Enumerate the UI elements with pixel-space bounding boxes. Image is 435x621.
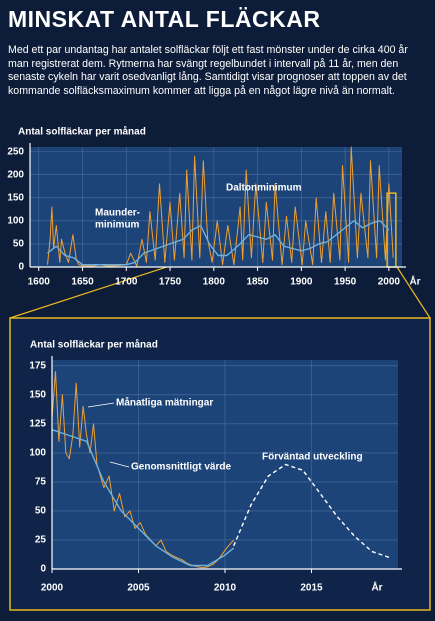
y-tick-label: 200 xyxy=(7,169,24,180)
x-tick-label: 1850 xyxy=(246,277,269,288)
y-axis-label: Antal solfläckar per månad xyxy=(18,126,146,138)
x-tick-label: 2005 xyxy=(127,583,150,594)
annotation: Genomsnittligt värde xyxy=(131,462,231,473)
annotation: Daltonminimum xyxy=(226,183,302,194)
plot-area xyxy=(30,147,402,267)
series-line xyxy=(51,429,235,567)
series-line xyxy=(233,463,390,559)
title: MINSKAT ANTAL FLÄCKAR xyxy=(8,6,321,32)
y-tick-label: 25 xyxy=(35,535,47,546)
y-tick-label: 125 xyxy=(29,419,46,430)
x-tick-label: 1600 xyxy=(28,277,51,288)
x-axis-label: År xyxy=(371,581,382,594)
intro-text: Med ett par undantag har antalet solfläc… xyxy=(8,44,408,97)
annotation: Förväntad utveckling xyxy=(262,452,363,463)
x-tick-label: 2015 xyxy=(300,583,323,594)
y-tick-label: 75 xyxy=(35,477,47,488)
y-tick-label: 50 xyxy=(35,506,47,517)
annotation: minimum xyxy=(95,220,140,231)
x-axis-label: År xyxy=(409,275,420,288)
y-tick-label: 0 xyxy=(40,564,46,575)
y-axis-label: Antal solfläckar per månad xyxy=(30,339,158,351)
series-line xyxy=(51,371,235,569)
y-tick-label: 0 xyxy=(18,262,24,273)
x-tick-label: 2000 xyxy=(378,277,401,288)
y-tick-label: 50 xyxy=(13,239,25,250)
series-line xyxy=(47,146,394,267)
x-tick-label: 1900 xyxy=(290,277,313,288)
y-tick-label: 100 xyxy=(29,448,46,459)
series-line xyxy=(47,220,390,266)
annotation: Maunder- xyxy=(95,208,140,219)
y-tick-label: 100 xyxy=(7,215,24,226)
y-tick-label: 150 xyxy=(29,389,46,400)
leader-line xyxy=(87,402,115,408)
x-tick-label: 2010 xyxy=(214,583,237,594)
annotation: Månatliga mätningar xyxy=(116,397,213,409)
y-tick-label: 250 xyxy=(7,146,24,157)
x-tick-label: 1750 xyxy=(159,277,182,288)
x-tick-label: 1800 xyxy=(203,277,226,288)
x-tick-label: 2000 xyxy=(41,583,64,594)
leader-line xyxy=(109,461,130,468)
y-tick-label: 150 xyxy=(7,192,24,203)
x-tick-label: 1700 xyxy=(115,277,138,288)
connector xyxy=(396,266,431,319)
y-tick-label: 175 xyxy=(29,360,46,371)
x-tick-label: 1950 xyxy=(334,277,357,288)
x-tick-label: 1650 xyxy=(71,277,94,288)
